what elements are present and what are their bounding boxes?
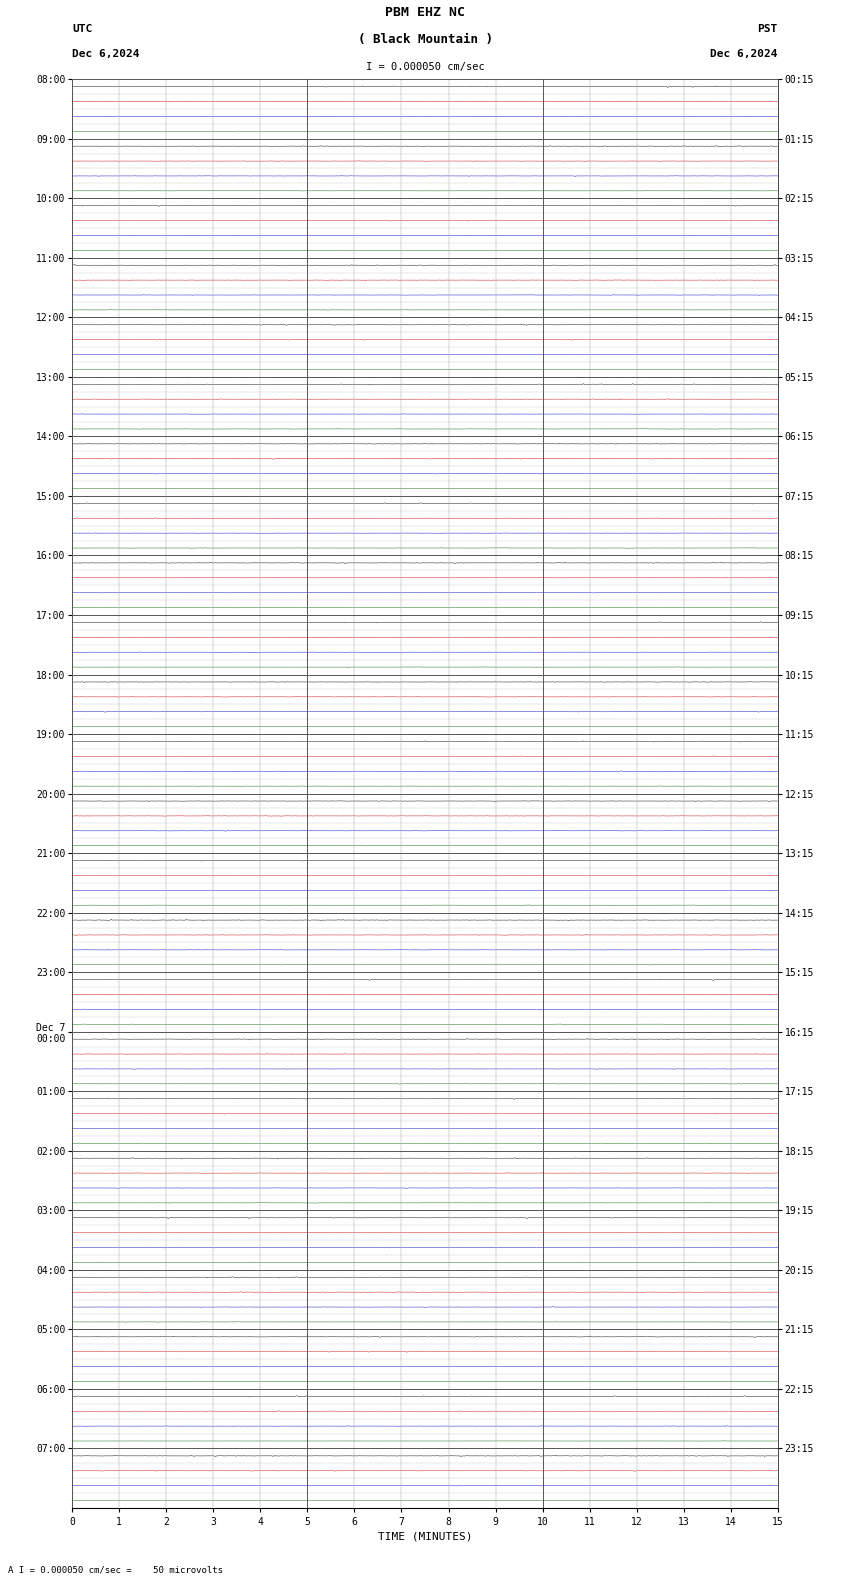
Text: A I = 0.000050 cm/sec =    50 microvolts: A I = 0.000050 cm/sec = 50 microvolts — [8, 1565, 224, 1574]
Text: UTC: UTC — [72, 24, 93, 33]
Text: PST: PST — [757, 24, 778, 33]
X-axis label: TIME (MINUTES): TIME (MINUTES) — [377, 1532, 473, 1541]
Text: ( Black Mountain ): ( Black Mountain ) — [358, 33, 492, 46]
Text: I = 0.000050 cm/sec: I = 0.000050 cm/sec — [366, 62, 484, 71]
Text: Dec 6,2024: Dec 6,2024 — [72, 49, 139, 59]
Text: Dec 6,2024: Dec 6,2024 — [711, 49, 778, 59]
Text: PBM EHZ NC: PBM EHZ NC — [385, 6, 465, 19]
